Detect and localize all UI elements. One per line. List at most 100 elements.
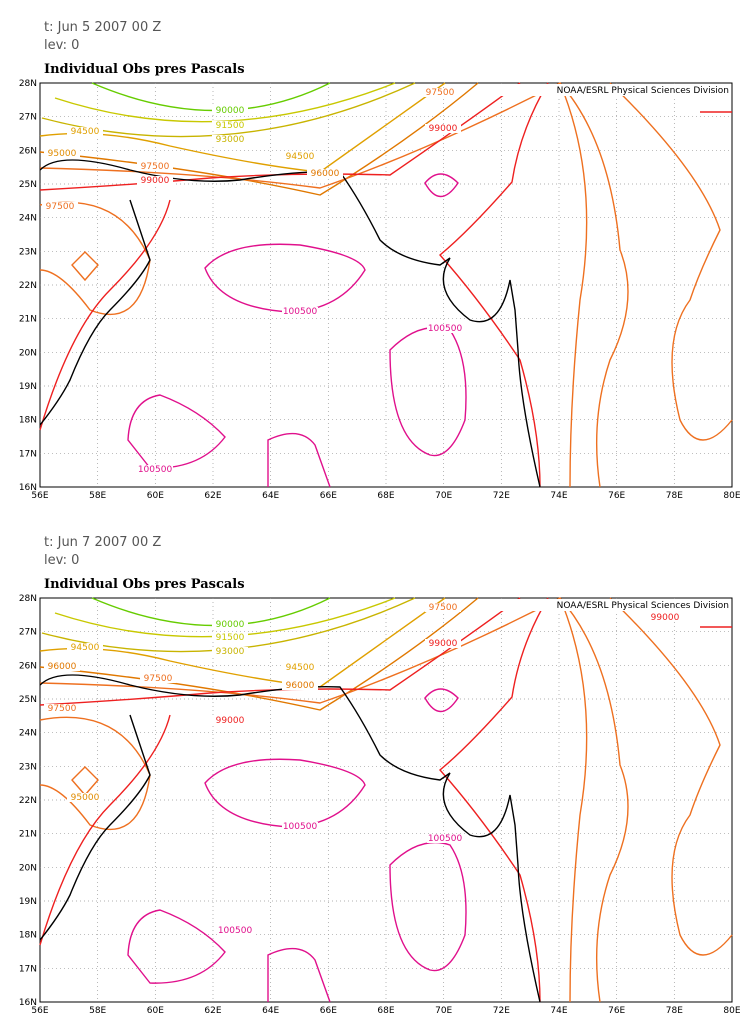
lon-label: 70E	[435, 491, 452, 501]
contour-label: 97500	[48, 704, 77, 714]
lon-label: 78E	[666, 1006, 683, 1016]
contour-label-bg	[282, 681, 318, 690]
lat-label: 26N	[19, 146, 37, 156]
contour-label: 100500	[428, 324, 463, 334]
lon-label: 80E	[723, 1006, 740, 1016]
contour-line	[39, 597, 479, 711]
contour-label: 97500	[426, 88, 455, 98]
contour-line	[39, 82, 479, 196]
lat-label: 17N	[19, 449, 37, 459]
contour-label: 93000	[216, 647, 245, 657]
contour-label-bg	[282, 663, 318, 672]
contour-label-bg	[425, 603, 461, 612]
contour-label: 96000	[48, 662, 77, 672]
lat-label: 18N	[19, 931, 37, 941]
contour-label: 96000	[286, 681, 315, 691]
lon-label: 80E	[723, 491, 740, 501]
contour-label: 99000	[216, 716, 245, 726]
contour-label-bg	[427, 834, 463, 843]
contour-line	[609, 597, 733, 956]
contour-line	[267, 947, 331, 1003]
contour-label: 94500	[71, 643, 100, 653]
contour-line	[39, 82, 446, 173]
lat-label: 26N	[19, 661, 37, 671]
lon-label: 74E	[550, 1006, 567, 1016]
lon-label: 60E	[147, 1006, 164, 1016]
map-title: Individual Obs pres Pascals	[44, 577, 245, 592]
contour-label: 97500	[429, 603, 458, 613]
contour-label-bg	[282, 307, 318, 316]
lon-label: 68E	[377, 1006, 394, 1016]
contour-label: 94500	[286, 663, 315, 673]
lon-label: 60E	[147, 491, 164, 501]
credit: NOAA/ESRL Physical Sciences Division	[557, 86, 729, 96]
contour-line	[267, 432, 331, 488]
coastline	[39, 674, 541, 1003]
contour-label: 97500	[141, 162, 170, 172]
lat-label: 17N	[19, 964, 37, 974]
contour-label-bg	[44, 704, 80, 713]
lat-label: 20N	[19, 348, 37, 358]
contour-label: 95000	[71, 793, 100, 803]
lon-label: 62E	[204, 1006, 221, 1016]
lat-label: 21N	[19, 315, 37, 325]
contour-label-bg	[137, 465, 173, 474]
contour-label-bg	[212, 620, 248, 629]
contour-line	[127, 394, 226, 469]
lon-label: 58E	[89, 491, 106, 501]
contour-label: 96000	[311, 169, 340, 179]
contour-line	[204, 758, 366, 828]
contour-line	[71, 251, 99, 282]
contour-label: 93000	[216, 135, 245, 145]
contour-label-bg	[140, 674, 176, 683]
contour-label: 95000	[48, 149, 77, 159]
credit-bg	[482, 599, 731, 611]
lat-label: 19N	[19, 382, 37, 392]
contour-label: 99000	[141, 176, 170, 186]
lat-label: 25N	[19, 695, 37, 705]
contour-label-bg	[67, 127, 103, 136]
contour-line	[424, 688, 459, 713]
contour-label-bg	[212, 121, 248, 130]
lat-label: 16N	[19, 483, 37, 493]
contour-label: 97500	[144, 674, 173, 684]
contour-label-bg	[282, 822, 318, 831]
lon-label: 56E	[31, 1006, 48, 1016]
contour-label-bg	[212, 135, 248, 144]
lon-label: 70E	[435, 1006, 452, 1016]
contour-label-bg	[647, 613, 683, 622]
lat-label: 28N	[19, 79, 37, 89]
contour-label: 90000	[216, 620, 245, 630]
valid-time: t: Jun 7 2007 00 Z	[44, 535, 161, 550]
contour-label-bg	[212, 106, 248, 115]
contour-label: 100500	[218, 926, 253, 936]
lon-label: 78E	[666, 491, 683, 501]
map-panel: t: Jun 7 2007 00 Z lev: 0 Individual Obs p…	[19, 535, 741, 1016]
lat-label: 19N	[19, 897, 37, 907]
lat-label: 24N	[19, 214, 37, 224]
lat-label: 21N	[19, 830, 37, 840]
lat-label: 20N	[19, 863, 37, 873]
contour-line	[204, 243, 366, 313]
lat-label: 27N	[19, 628, 37, 638]
contour-label: 94500	[286, 152, 315, 162]
contour-label-bg	[217, 926, 253, 935]
credit: NOAA/ESRL Physical Sciences Division	[557, 601, 729, 611]
coastline	[39, 714, 151, 941]
contour-line	[559, 82, 588, 488]
lat-label: 25N	[19, 180, 37, 190]
lon-label: 72E	[493, 1006, 510, 1016]
lon-label: 68E	[377, 491, 394, 501]
contour-line	[127, 909, 226, 984]
contour-label-bg	[425, 639, 461, 648]
contour-label-bg	[282, 152, 318, 161]
lon-label: 76E	[608, 1006, 625, 1016]
contour-label-bg	[44, 149, 80, 158]
coastline	[39, 199, 151, 426]
lon-label: 66E	[320, 1006, 337, 1016]
lat-label: 22N	[19, 281, 37, 291]
contour-label: 94500	[71, 127, 100, 137]
level: lev: 0	[44, 553, 79, 568]
lat-label: 23N	[19, 247, 37, 257]
